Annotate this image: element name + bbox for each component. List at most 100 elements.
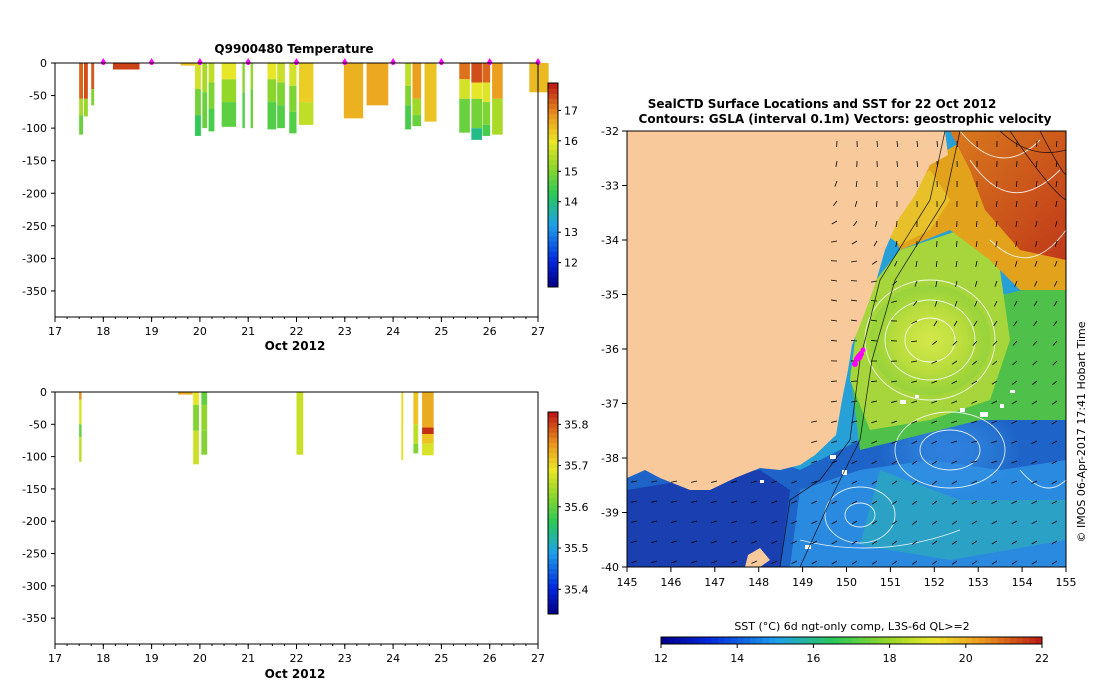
profile-0-layer-0 (79, 392, 82, 400)
land-mass (627, 131, 948, 490)
velocity-vector (931, 380, 938, 384)
velocity-vector (911, 420, 918, 424)
colorbar-segment (548, 246, 558, 252)
velocity-vector (771, 500, 778, 504)
velocity-vector (911, 480, 918, 485)
x-tick-label-22: 22 (290, 652, 304, 665)
sst-colorbar-segment (946, 637, 954, 644)
y-tick-label--50: -50 (29, 418, 47, 431)
velocity-vector (850, 380, 858, 382)
profile-13-layer-2 (289, 111, 297, 134)
sst-colorbar-segment (902, 637, 910, 644)
velocity-vector (975, 260, 978, 267)
salinity-x-axis: 17 18 19 20 21 22 23 24 25 26 27 (48, 644, 545, 665)
sst-colorbar-segment (1022, 637, 1030, 644)
colorbar-segment (548, 538, 558, 544)
velocity-vector (1031, 560, 1038, 565)
x-tick-label-18: 18 (96, 325, 110, 338)
velocity-vector (1011, 560, 1018, 565)
profile-2-layer-2 (193, 430, 199, 465)
velocity-vector (1031, 400, 1038, 405)
velocity-vector (1034, 280, 1038, 287)
velocity-vector (1034, 240, 1038, 247)
colorbar-segment (548, 220, 558, 227)
profile-8-layer-0 (221, 63, 237, 80)
velocity-vector (711, 540, 718, 544)
temperature-title: Q9900480 Temperature (214, 42, 373, 56)
velocity-vector (691, 540, 698, 544)
y-tick-label--350: -350 (22, 285, 47, 298)
velocity-vector (1035, 180, 1038, 187)
colorbar-segment (548, 271, 558, 278)
colorbar-frame (547, 82, 559, 288)
sst-colorbar-segment (972, 637, 979, 644)
velocity-vector (1031, 420, 1038, 425)
velocity-vector (832, 200, 838, 206)
velocity-vector (952, 340, 958, 346)
colorbar-tick-label-35.5: 35.5 (564, 542, 589, 555)
velocity-vector (911, 500, 918, 505)
y-tick-label-0: 0 (40, 57, 47, 70)
sst-colorbar-frame (660, 636, 1043, 645)
velocity-vector (851, 319, 858, 322)
velocity-vector (891, 560, 898, 565)
velocity-vector (891, 300, 898, 303)
sst-colorbar-segment (749, 637, 757, 644)
colorbar-segment (548, 608, 558, 615)
temperature-profiles (79, 63, 549, 140)
velocity-vector (811, 500, 818, 504)
velocity-vector (1054, 280, 1058, 287)
colorbar-segment (548, 205, 558, 211)
coastal-cold-region (627, 470, 790, 567)
x-tick-label-23: 23 (338, 325, 352, 338)
colorbar-segment (548, 452, 558, 458)
velocity-vector (911, 400, 918, 404)
y-tick-label--250: -250 (22, 548, 47, 561)
profile-2-layer-0 (91, 63, 95, 90)
profile-20-layer-2 (459, 98, 470, 133)
profile-4-layer-0 (180, 63, 196, 66)
colorbar-segment (548, 164, 558, 171)
velocity-vector (871, 400, 878, 403)
sst-colorbar-segment (1029, 637, 1037, 644)
profile-11-layer-1 (267, 79, 277, 103)
lat-tick-label--34: -34 (601, 234, 619, 247)
velocity-vector (971, 480, 978, 484)
sst-tick-label-14: 14 (730, 652, 744, 665)
velocity-vector (951, 540, 958, 545)
velocity-vector (991, 460, 998, 464)
colorbar-segment (548, 553, 558, 559)
colorbar-segment (548, 513, 558, 519)
profile-3-layer-0 (201, 392, 208, 405)
x-tick-label-24: 24 (386, 325, 400, 338)
profile-18-layer-1 (412, 98, 422, 116)
velocity-vector (831, 480, 838, 484)
colorbar-segment (548, 200, 558, 206)
velocity-vector (791, 520, 798, 524)
salinity-profiles (79, 392, 434, 465)
map-title-line2: Contours: GSLA (interval 0.1m) Vectors: … (639, 112, 1052, 126)
profile-5-layer-0 (195, 63, 201, 90)
colorbar-segment (548, 266, 558, 273)
velocity-vector (1015, 200, 1018, 207)
colorbar-segment (548, 108, 558, 115)
velocity-vector (991, 380, 998, 385)
profile-12-layer-0 (277, 63, 285, 83)
colorbar-segment (548, 528, 558, 534)
velocity-vector (671, 480, 678, 483)
credit-text: © IMOS 06-Apr-2017 17:41 Hobart Time (1075, 321, 1088, 542)
map-latitude-axis: -32 -33 -34 -35 -36 -37 -38 -39 -40 (601, 125, 627, 574)
velocity-vector (931, 520, 938, 525)
sst-colorbar-segment (673, 637, 681, 644)
profile-21-layer-2 (471, 98, 482, 129)
velocity-vector (991, 540, 998, 545)
profile-12-layer-2 (277, 105, 285, 129)
profile-6-layer-2 (413, 443, 419, 454)
colorbar-segment (548, 518, 558, 524)
sst-colorbar-segment (845, 637, 852, 644)
velocity-vector (691, 520, 698, 524)
colorbar-segment (548, 598, 558, 605)
velocity-vector (996, 200, 998, 208)
velocity-vector (1051, 560, 1058, 565)
velocity-vector (651, 500, 658, 503)
